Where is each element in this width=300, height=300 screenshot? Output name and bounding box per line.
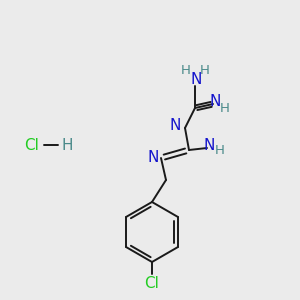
- Text: N: N: [169, 118, 181, 134]
- Text: H: H: [61, 137, 73, 152]
- Text: H: H: [215, 145, 225, 158]
- Text: N: N: [209, 94, 221, 110]
- Text: H: H: [181, 64, 191, 76]
- Text: H: H: [220, 101, 230, 115]
- Text: Cl: Cl: [145, 275, 159, 290]
- Text: N: N: [203, 139, 215, 154]
- Text: N: N: [190, 71, 202, 86]
- Text: N: N: [147, 149, 159, 164]
- Text: H: H: [200, 64, 210, 76]
- Text: Cl: Cl: [25, 137, 39, 152]
